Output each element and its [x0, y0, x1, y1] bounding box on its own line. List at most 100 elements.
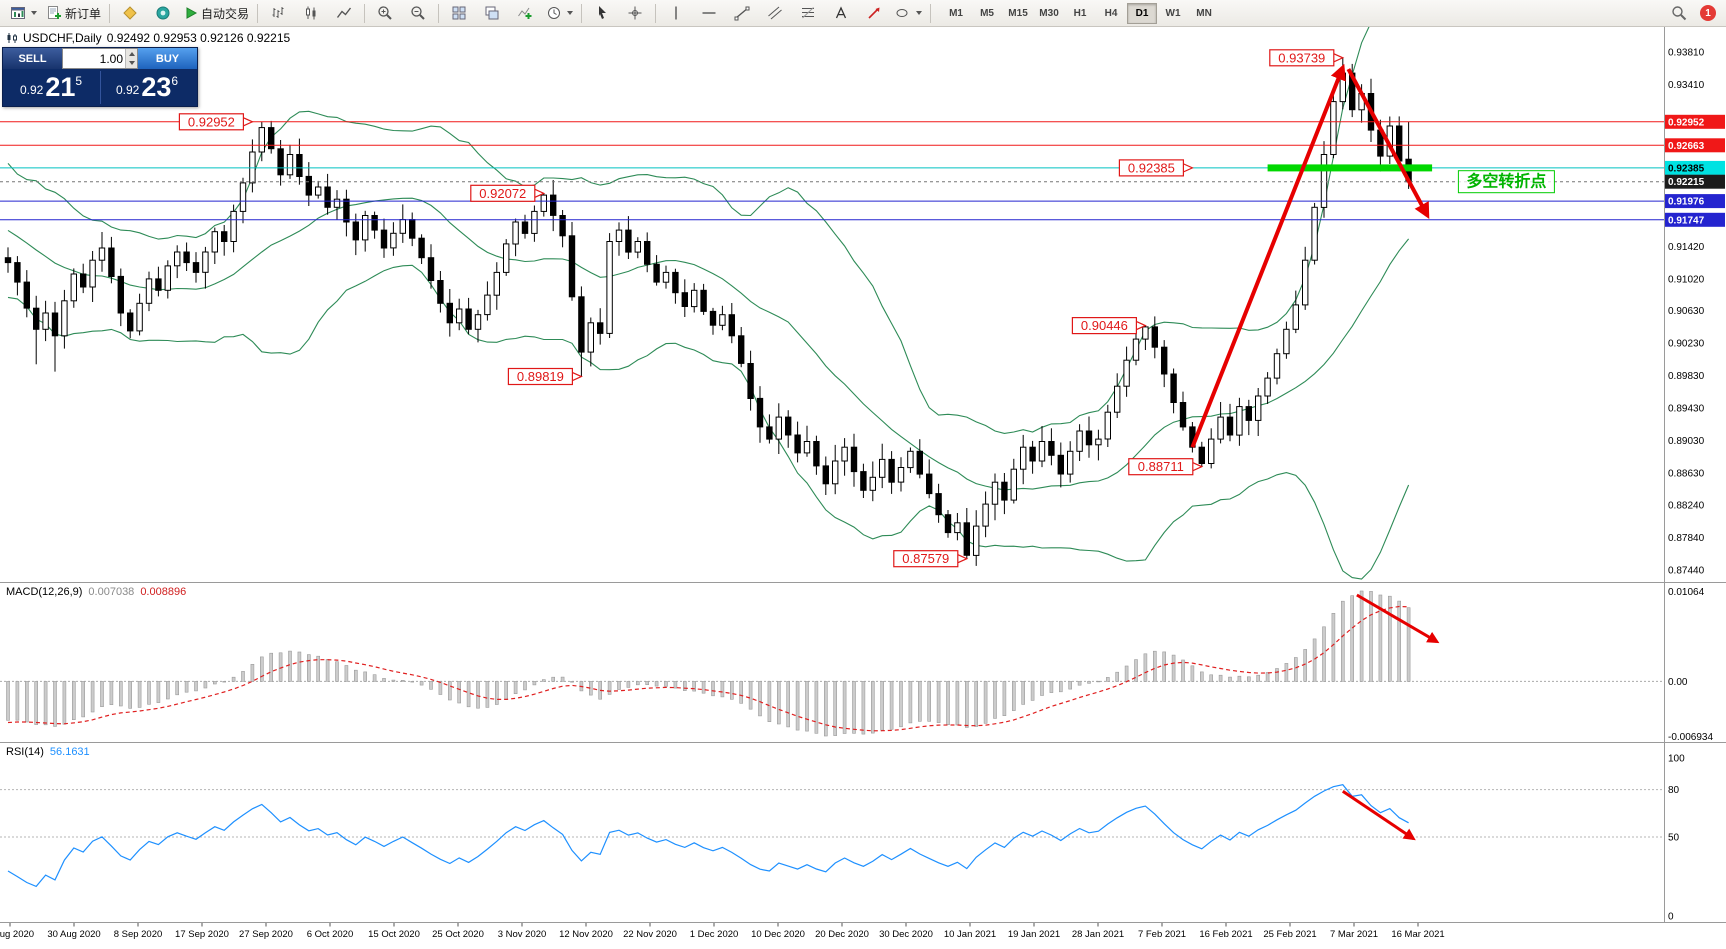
timeframe-w1[interactable]: W1 — [1165, 7, 1181, 19]
note-box — [1457, 170, 1555, 194]
volume-up-button[interactable] — [126, 49, 137, 59]
periods-button[interactable] — [542, 1, 577, 25]
cursor-button[interactable] — [586, 1, 618, 25]
macd-histogram-bar — [711, 681, 715, 697]
candle-body — [1010, 468, 1017, 501]
macd-histogram-bar — [729, 681, 734, 700]
timeframe-m5[interactable]: M5 — [980, 7, 994, 19]
candle-body — [4, 257, 12, 264]
date-axis[interactable]: 9 Aug 2020 30 Aug 2020 8 Sep 2020 17 Sep 20… — [0, 922, 1445, 941]
shapes-dropdown-button[interactable] — [891, 1, 926, 25]
candle-body — [634, 241, 641, 253]
macd-histogram-bar — [213, 681, 217, 685]
notifications-badge[interactable]: 1 — [1700, 5, 1716, 21]
date-label: 9 Aug 2020 — [0, 929, 34, 940]
add-indicator-button[interactable] — [509, 1, 541, 25]
macd-histogram-bar — [400, 679, 405, 682]
macd-histogram-bar — [1002, 681, 1007, 717]
arrow-tool-button[interactable] — [858, 1, 890, 25]
candle-body — [766, 426, 773, 440]
candle-body — [785, 416, 792, 436]
macd-histogram-bar — [241, 671, 245, 682]
candle-body — [756, 397, 764, 428]
rsi-pane[interactable] — [0, 784, 1664, 888]
trend-arrow-macd — [1356, 593, 1440, 644]
auto-trading-button[interactable]: 自动交易 — [180, 1, 253, 25]
candle-body — [559, 215, 566, 237]
macd-histogram-bar — [363, 671, 368, 682]
chevron-down-icon — [31, 11, 37, 15]
tile-windows-icon — [452, 6, 466, 20]
date-label: 27 Sep 2020 — [239, 929, 293, 940]
price-divider — [100, 71, 101, 104]
chevron-down-icon — [916, 11, 923, 15]
price-axis[interactable]: 0.93810 0.93410 0.91420 0.91020 0.90630 0.902… — [1665, 48, 1725, 577]
timeframe-d1[interactable]: D1 — [1127, 2, 1158, 24]
buy-price-prefix: 0.92 — [115, 83, 140, 97]
note-text: 多空转折点 — [1466, 172, 1546, 191]
candle-body — [1208, 438, 1215, 465]
macd-histogram-bar — [485, 681, 490, 708]
crosshair-icon — [628, 6, 642, 20]
buy-price[interactable]: 0.92 23 6 — [99, 69, 195, 106]
metaeditor-button[interactable] — [114, 1, 146, 25]
price-axis-label: 0.90230 — [1668, 339, 1705, 350]
candlestick-chart-button[interactable] — [295, 1, 327, 25]
vertical-line-button[interactable] — [660, 1, 692, 25]
fibonacci-button[interactable] — [792, 1, 824, 25]
symbol-timeframe-label: USDCHF,Daily — [23, 31, 102, 45]
timeframe-mn[interactable]: MN — [1196, 7, 1212, 19]
buy-button[interactable]: BUY — [138, 48, 197, 69]
macd-histogram-bar — [1275, 668, 1279, 682]
horizontal-line-button[interactable] — [693, 1, 725, 25]
cascade-windows-button[interactable] — [476, 1, 508, 25]
callout-box — [470, 184, 536, 202]
zoom-in-button[interactable] — [369, 1, 401, 25]
callout-box — [1128, 458, 1194, 476]
candle-body — [1179, 402, 1187, 428]
text-tool-button[interactable] — [825, 1, 857, 25]
timeframe-m30[interactable]: M30 — [1039, 7, 1059, 19]
crosshair-button[interactable] — [619, 1, 651, 25]
bar-chart-button[interactable] — [262, 1, 294, 25]
candle-body — [1170, 373, 1177, 403]
volume-input[interactable] — [63, 49, 125, 68]
candle-body — [239, 182, 247, 212]
candle-body — [1001, 481, 1008, 501]
timeframe-m1[interactable]: M1 — [949, 7, 963, 19]
macd-histogram-bar — [1115, 671, 1119, 682]
trendline-button[interactable] — [726, 1, 758, 25]
timeframe-h1[interactable]: H1 — [1073, 7, 1087, 19]
zoom-out-button[interactable] — [402, 1, 434, 25]
timeframe-m15[interactable]: M15 — [1008, 7, 1028, 19]
channel-button[interactable] — [759, 1, 791, 25]
macd-pane[interactable] — [0, 590, 1664, 737]
macd-histogram-bar — [795, 681, 800, 731]
price-axis-label: 0.88630 — [1668, 469, 1705, 480]
main-price-pane[interactable] — [4, 0, 1412, 580]
macd-histogram-bar — [936, 681, 941, 723]
candle-body — [568, 235, 576, 298]
macd-histogram-bar — [523, 681, 527, 691]
macd-histogram-bar — [654, 681, 659, 687]
macd-histogram-bar — [297, 651, 302, 682]
macd-histogram-bar — [1388, 595, 1392, 682]
market-button[interactable] — [147, 1, 179, 25]
sell-button[interactable]: SELL — [3, 48, 62, 69]
macd-histogram-bar — [899, 681, 903, 728]
candle-body — [202, 251, 209, 273]
candle-body — [973, 525, 980, 556]
search-button[interactable] — [1663, 1, 1695, 25]
volume-down-button[interactable] — [126, 58, 137, 68]
candle-body — [1311, 206, 1318, 261]
tile-windows-button[interactable] — [443, 1, 475, 25]
timeframe-h4[interactable]: H4 — [1104, 7, 1118, 19]
chart-window-button[interactable] — [6, 1, 41, 25]
sell-price[interactable]: 0.92 21 5 — [3, 69, 99, 106]
macd-histogram-bar — [166, 681, 170, 700]
new-order-button[interactable]: 新订单 — [42, 1, 105, 25]
line-chart-button[interactable] — [328, 1, 360, 25]
macd-histogram-bar — [100, 681, 104, 708]
